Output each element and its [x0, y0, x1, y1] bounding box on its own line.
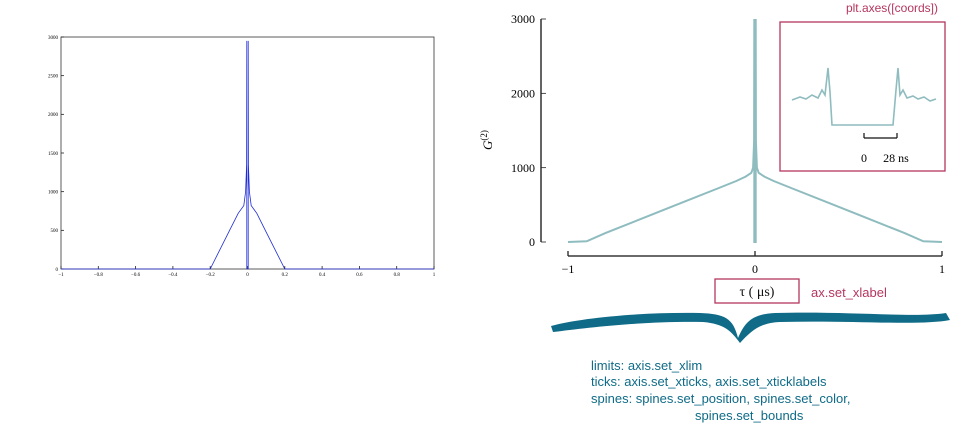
y-tick-label: 2000 — [48, 113, 59, 118]
y-tick-label: 1500 — [48, 152, 59, 157]
y-tick-label: 1000 — [48, 190, 59, 195]
y-tick-label: 2500 — [48, 74, 59, 79]
right-x-ticks: −1 0 1 — [562, 251, 945, 276]
y-tick-label: 0 — [56, 268, 59, 273]
inset-scale-label: 28 ns — [883, 151, 909, 165]
note-spines: spines: spines.set_position, spines.set_… — [591, 391, 850, 406]
left-chart: 0 500 1000 1500 2000 2500 3000 −1 −0.8 −0.6 −0.4 −… — [48, 36, 436, 278]
annotation-notes: limits: axis.set_xlim ticks: axis.set_xt… — [591, 358, 850, 423]
x-tick-label: 0.4 — [319, 273, 326, 278]
x-tick-label: −0.4 — [168, 273, 178, 278]
y-tick-label: 3000 — [511, 12, 535, 26]
x-tick-label: −0.8 — [94, 273, 104, 278]
note-ticks: ticks: axis.set_xticks, axis.set_xtickla… — [591, 374, 827, 389]
right-x-axis-label: τ ( μs) — [740, 285, 775, 300]
right-y-axis-label: G(2) — [479, 130, 495, 150]
left-series-line — [61, 40, 434, 270]
xlabel-annotation: ax.set_xlabel — [811, 285, 887, 300]
left-y-ticks: 0 500 1000 1500 2000 2500 3000 — [48, 36, 64, 273]
x-tick-label: 1 — [939, 262, 945, 276]
x-tick-label: 0.8 — [394, 273, 401, 278]
x-tick-label: 0 — [752, 262, 758, 276]
right-chart: 0 1000 2000 3000 −1 0 1 G(2) τ ( μs) ax.set_x… — [479, 1, 950, 423]
x-tick-label: 0 — [246, 273, 249, 278]
y-tick-label: 2000 — [511, 87, 535, 101]
x-tick-label: 0.6 — [356, 273, 363, 278]
x-tick-label: 1 — [433, 273, 436, 278]
x-tick-label: −0.2 — [206, 273, 216, 278]
xlabel-highlight-box — [714, 278, 800, 304]
right-series-line — [567, 18, 943, 243]
inset-x-tick-label: 0 — [861, 151, 867, 165]
note-spines-cont: spines.set_bounds — [695, 408, 804, 423]
right-y-ticks: 0 1000 2000 3000 — [511, 12, 546, 249]
x-tick-label: −0.6 — [131, 273, 141, 278]
y-tick-label: 3000 — [48, 36, 59, 41]
inset-axes: plt.axes([coords]) 0 28 ns — [779, 1, 946, 172]
x-tick-label: −1 — [58, 273, 64, 278]
inset-frame — [779, 21, 946, 172]
y-tick-label: 0 — [529, 235, 535, 249]
x-tick-label: −1 — [562, 262, 575, 276]
y-tick-label: 500 — [51, 229, 59, 234]
note-limits: limits: axis.set_xlim — [591, 358, 702, 373]
inset-annotation: plt.axes([coords]) — [846, 1, 938, 15]
brace-shape — [551, 312, 950, 343]
inset-series-line — [791, 67, 937, 126]
left-plot-frame — [60, 36, 435, 270]
y-tick-label: 1000 — [511, 161, 535, 175]
x-tick-label: 0.2 — [282, 273, 289, 278]
